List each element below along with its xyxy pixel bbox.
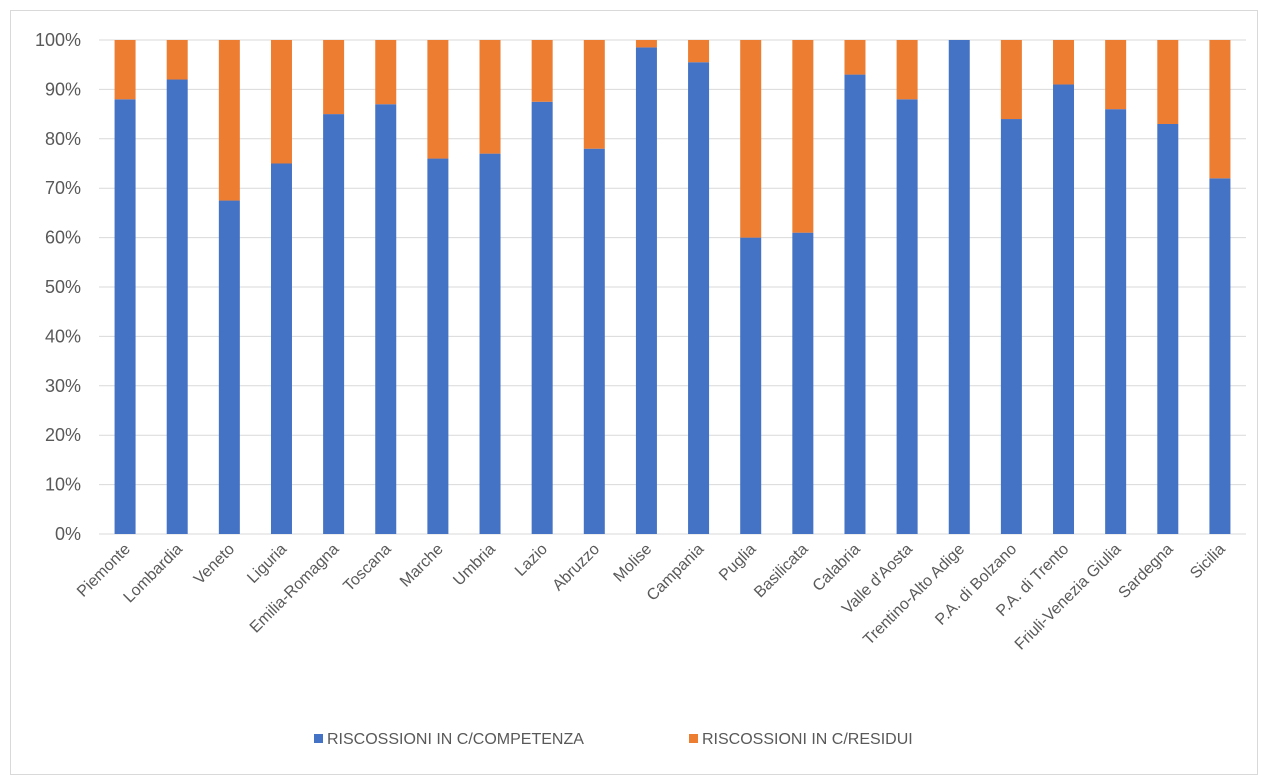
y-axis-ticks: 0% 10% 20% 30% 40% 50% 60% 70% 80% 90% 100% xyxy=(35,30,81,544)
x-tick-label: Veneto xyxy=(191,541,238,588)
bar-competenza xyxy=(792,232,814,534)
bar-competenza xyxy=(166,79,188,535)
bar-residui xyxy=(218,40,240,201)
x-tick-label: Liguria xyxy=(244,541,290,587)
bar-competenza xyxy=(844,74,866,534)
bar-competenza xyxy=(218,200,240,535)
y-tick-label: 100% xyxy=(35,30,81,50)
bar-residui xyxy=(323,40,345,115)
x-tick-label: Molise xyxy=(611,541,656,586)
y-tick-label: 60% xyxy=(45,228,81,248)
bar-residui xyxy=(792,40,814,233)
y-tick-label: 20% xyxy=(45,425,81,445)
bar-residui xyxy=(844,40,866,75)
bar-residui xyxy=(896,40,918,100)
x-tick-label: Marche xyxy=(397,541,447,591)
bar-residui xyxy=(740,40,762,238)
x-tick-label: Calabria xyxy=(810,541,864,595)
bar-residui xyxy=(375,40,397,105)
x-tick-label: Basilicata xyxy=(751,541,812,602)
bar-competenza xyxy=(270,163,292,534)
bar-competenza xyxy=(479,153,501,534)
bar-competenza xyxy=(1105,109,1127,534)
x-tick-label: Sardegna xyxy=(1116,541,1177,602)
x-tick-label: Umbria xyxy=(450,541,499,590)
legend: RISCOSSIONI IN C/COMPETENZA RISCOSSIONI I… xyxy=(314,731,913,748)
y-tick-label: 10% xyxy=(45,475,81,495)
bar-residui xyxy=(479,40,501,154)
x-tick-label: Abruzzo xyxy=(550,541,604,595)
bar-competenza xyxy=(740,237,762,534)
bar-competenza xyxy=(1053,84,1075,535)
bar-residui xyxy=(583,40,605,149)
bar-competenza xyxy=(531,101,553,534)
bar-residui xyxy=(1000,40,1022,120)
bar-competenza xyxy=(427,158,449,534)
bar-competenza xyxy=(114,99,136,534)
y-tick-label: 0% xyxy=(55,524,81,544)
bar-residui xyxy=(1105,40,1127,110)
bar-residui xyxy=(114,40,136,100)
legend-label: RISCOSSIONI IN C/COMPETENZA xyxy=(327,731,584,748)
chart-frame: 0% 10% 20% 30% 40% 50% 60% 70% 80% 90% 100% Piemon… xyxy=(10,10,1258,775)
stacked-bar-chart: 0% 10% 20% 30% 40% 50% 60% 70% 80% 90% 100% Piemon… xyxy=(35,30,1246,748)
x-tick-label: Friuli-Venezia Giulia xyxy=(1012,541,1125,654)
bar-residui xyxy=(531,40,553,102)
y-tick-label: 40% xyxy=(45,326,81,346)
bars xyxy=(114,40,1231,535)
y-tick-label: 50% xyxy=(45,277,81,297)
bar-competenza xyxy=(635,47,657,534)
bar-competenza xyxy=(948,40,970,534)
x-tick-label: Campania xyxy=(644,541,708,605)
bar-competenza xyxy=(323,114,345,534)
bar-residui xyxy=(1053,40,1075,85)
bar-competenza xyxy=(583,148,605,534)
legend-swatch xyxy=(314,734,323,743)
bar-competenza xyxy=(1157,123,1179,534)
legend-swatch xyxy=(689,734,698,743)
x-tick-label: Sicilia xyxy=(1187,541,1229,583)
bar-competenza xyxy=(1000,119,1022,534)
bar-competenza xyxy=(896,99,918,534)
bar-residui xyxy=(1209,40,1231,179)
y-tick-label: 80% xyxy=(45,129,81,149)
bar-competenza xyxy=(1209,178,1231,534)
x-tick-label: Toscana xyxy=(340,541,394,595)
bar-competenza xyxy=(688,62,710,534)
bar-residui xyxy=(1157,40,1179,124)
y-tick-label: 90% xyxy=(45,79,81,99)
y-tick-label: 70% xyxy=(45,178,81,198)
bar-residui xyxy=(270,40,292,164)
x-tick-label: Emilia-Romagna xyxy=(247,541,343,637)
bar-residui xyxy=(635,40,657,48)
bar-competenza xyxy=(375,104,397,534)
x-tick-label: Lazio xyxy=(512,541,551,580)
bar-residui xyxy=(427,40,449,159)
x-tick-label: Trentino-Alto Adige xyxy=(860,541,968,649)
bar-residui xyxy=(688,40,710,63)
y-tick-label: 30% xyxy=(45,376,81,396)
x-tick-label: Puglia xyxy=(716,541,760,585)
bar-residui xyxy=(166,40,188,80)
legend-label: RISCOSSIONI IN C/RESIDUI xyxy=(702,731,913,748)
